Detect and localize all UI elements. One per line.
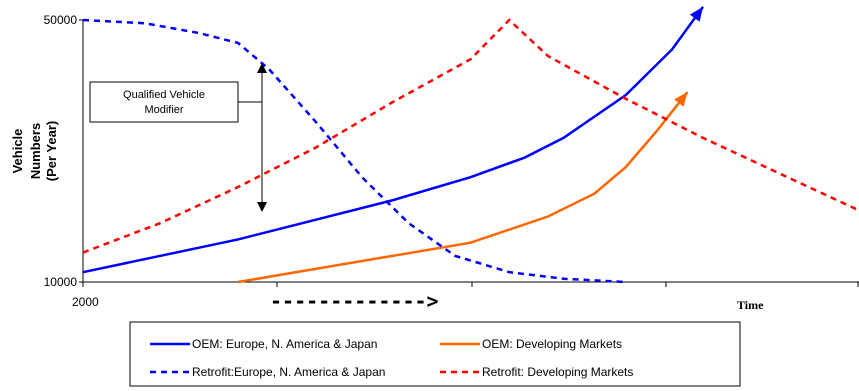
- series-line-1: [82, 6, 705, 274]
- double-arrow-head-down: [257, 202, 267, 212]
- callout-line-1: Qualified Vehicle: [123, 89, 205, 101]
- y-tick-label-top: 50000: [44, 13, 78, 27]
- legend-label-2: OEM: Developing Markets: [482, 337, 622, 351]
- series-arrowhead-1: [689, 6, 703, 22]
- time-arrow-text: ------------->: [270, 289, 439, 313]
- callout-box: [89, 81, 239, 123]
- y-axis-title-line-1: Vehicle: [10, 129, 25, 174]
- y-axis-title-line-2: Numbers: [28, 123, 43, 179]
- y-tick-label-bottom: 10000: [44, 275, 78, 289]
- legend-label-1: OEM: Europe, N. America & Japan: [192, 337, 377, 351]
- callout-line-2: Modifier: [144, 104, 183, 116]
- series-line-3: [82, 18, 626, 284]
- x-tick-label: 2000: [72, 295, 99, 309]
- x-axis-title: Time: [737, 298, 764, 312]
- legend-box: [129, 321, 741, 387]
- double-arrow-head-up: [257, 63, 267, 73]
- series-line-4: [82, 18, 859, 254]
- y-axis-title-line-3: (Per Year): [44, 121, 59, 181]
- legend-label-3: Retrofit:Europe, N. America & Japan: [192, 365, 385, 379]
- legend-label-4: Retrofit: Developing Markets: [482, 365, 633, 379]
- series-line-2: [237, 91, 689, 284]
- series-arrowhead-2: [674, 92, 688, 107]
